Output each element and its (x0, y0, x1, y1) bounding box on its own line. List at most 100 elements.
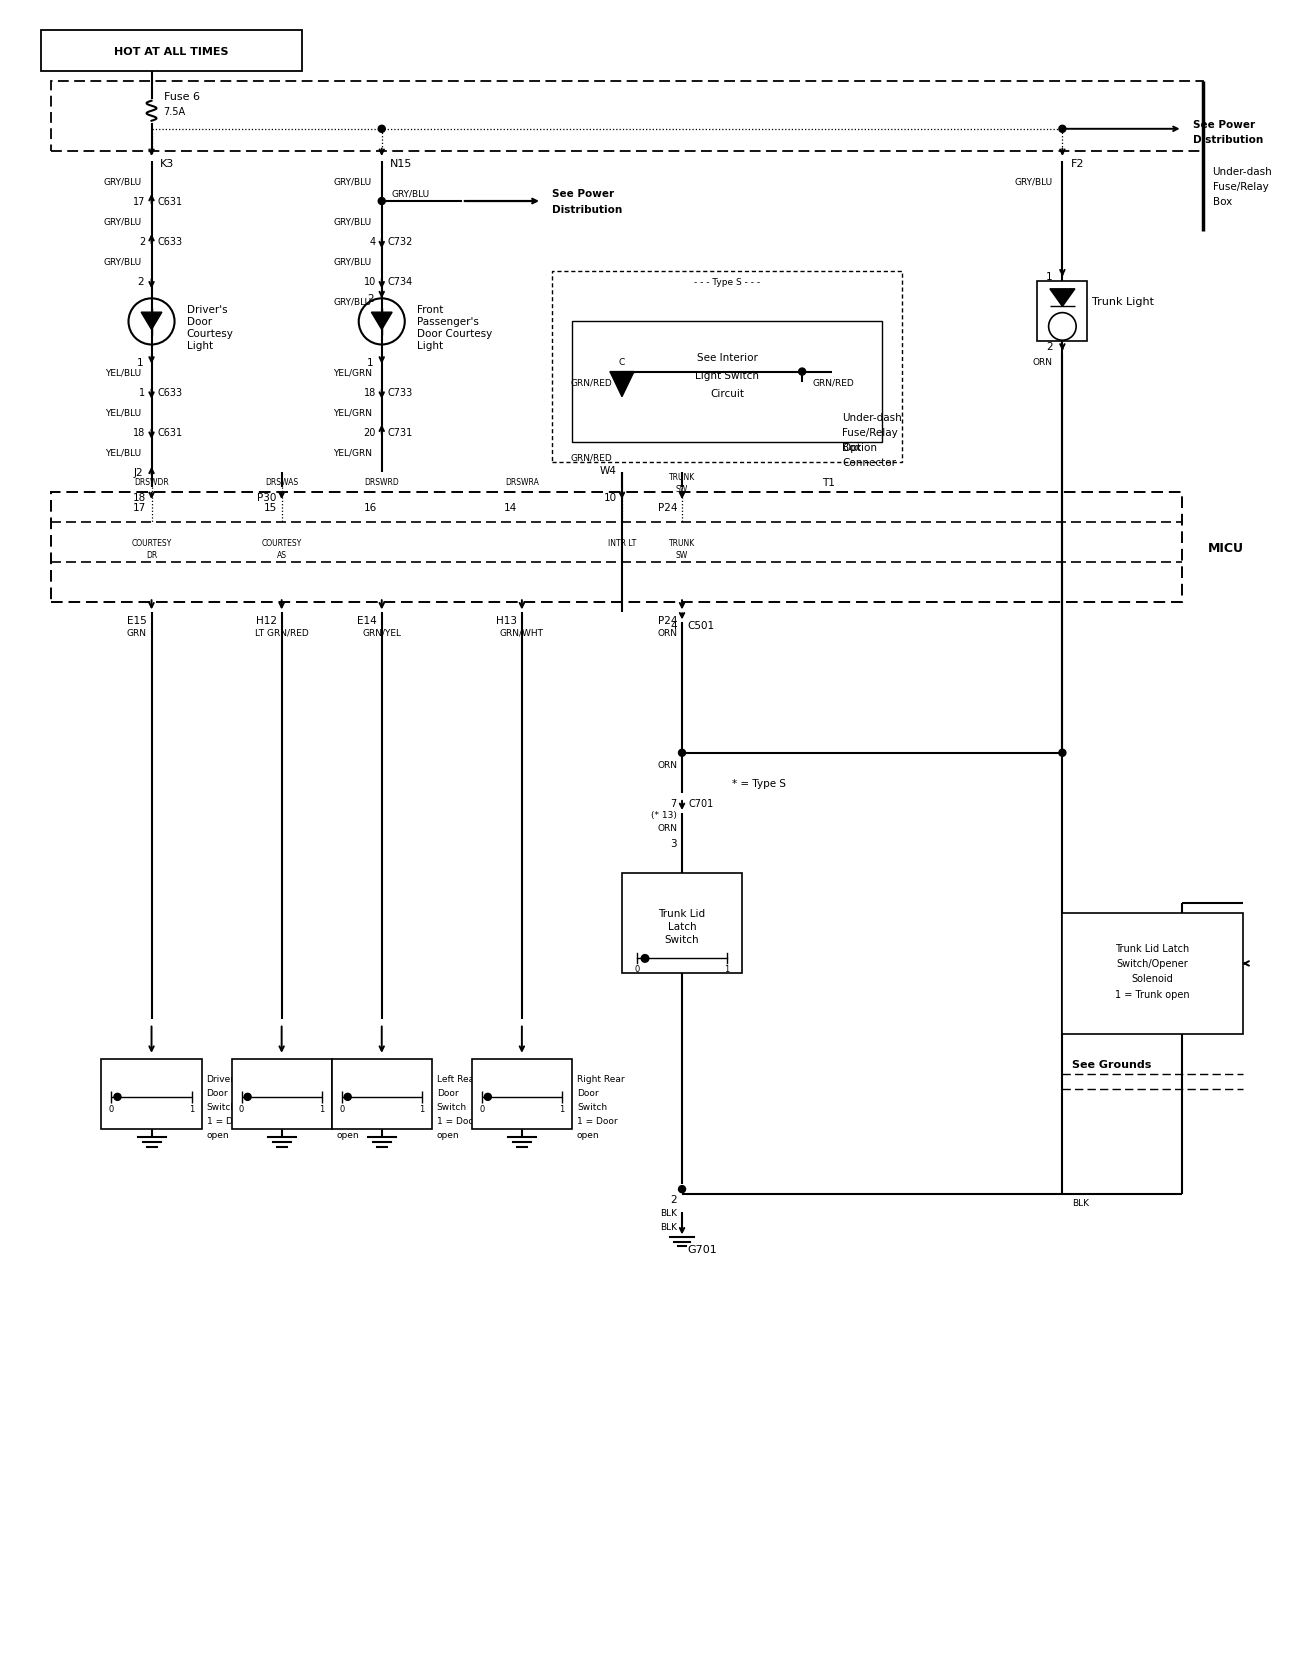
Text: COURTESY: COURTESY (132, 539, 172, 547)
Text: GRN/RED: GRN/RED (570, 378, 612, 386)
FancyBboxPatch shape (472, 1059, 572, 1130)
Text: 2: 2 (670, 1195, 677, 1205)
Text: Right Rear: Right Rear (576, 1075, 625, 1084)
Text: GRY/BLU: GRY/BLU (334, 257, 372, 267)
Text: P24: P24 (657, 502, 677, 512)
Text: SW: SW (675, 486, 689, 494)
Text: Trunk Light: Trunk Light (1093, 297, 1154, 307)
Text: open: open (336, 1130, 360, 1140)
Text: Passenger's: Passenger's (336, 1089, 390, 1097)
Text: 4: 4 (369, 237, 376, 247)
Circle shape (378, 126, 385, 133)
FancyBboxPatch shape (622, 873, 742, 974)
Text: GRY/BLU: GRY/BLU (334, 217, 372, 227)
Text: 3: 3 (670, 838, 677, 848)
Text: 10: 10 (604, 492, 617, 502)
Circle shape (484, 1094, 492, 1100)
Polygon shape (141, 313, 162, 330)
Text: 15: 15 (263, 502, 276, 512)
Text: DR: DR (146, 550, 158, 560)
FancyBboxPatch shape (102, 1059, 202, 1130)
Text: 16: 16 (364, 502, 377, 512)
Text: Trunk Lid: Trunk Lid (659, 908, 705, 918)
Text: 2: 2 (1046, 343, 1052, 353)
Text: 14: 14 (503, 502, 516, 512)
Text: 0: 0 (108, 1105, 115, 1114)
Text: GRY/BLU: GRY/BLU (103, 177, 142, 186)
Text: ORN: ORN (1033, 358, 1052, 366)
Text: Light: Light (417, 341, 443, 351)
Text: GRY/BLU: GRY/BLU (391, 189, 430, 199)
Text: Distribution: Distribution (1192, 134, 1262, 144)
Text: GRN/WHT: GRN/WHT (499, 628, 544, 638)
Text: GRY/BLU: GRY/BLU (103, 217, 142, 227)
Text: 0: 0 (339, 1105, 344, 1114)
Text: J2: J2 (134, 467, 143, 477)
Text: SW: SW (675, 550, 689, 560)
Text: 2: 2 (137, 277, 143, 287)
Text: 1: 1 (368, 358, 374, 368)
Text: 0: 0 (634, 964, 639, 973)
Text: * = Type S: * = Type S (732, 779, 786, 789)
FancyBboxPatch shape (331, 1059, 432, 1130)
Text: Trunk Lid Latch: Trunk Lid Latch (1115, 944, 1189, 954)
Text: F2: F2 (1071, 159, 1084, 169)
Text: Under-dash: Under-dash (842, 413, 902, 423)
Text: Solenoid: Solenoid (1132, 974, 1174, 984)
Text: - - - Type S - - -: - - - Type S - - - (694, 278, 760, 287)
Text: 0: 0 (479, 1105, 485, 1114)
Text: YEL/GRN: YEL/GRN (333, 368, 372, 376)
Text: TRUNK: TRUNK (669, 539, 695, 547)
Text: H12: H12 (256, 616, 276, 626)
Text: 1 = Door: 1 = Door (437, 1117, 477, 1125)
Polygon shape (372, 313, 393, 330)
FancyBboxPatch shape (1063, 913, 1243, 1034)
Text: Door Courtesy: Door Courtesy (417, 330, 492, 340)
Text: 7: 7 (670, 799, 675, 809)
Text: Switch/Opener: Switch/Opener (1116, 959, 1188, 969)
Text: Distribution: Distribution (552, 205, 622, 215)
Text: See Power: See Power (552, 189, 614, 199)
Text: 1: 1 (189, 1105, 194, 1114)
Text: H13: H13 (496, 616, 516, 626)
Text: DRSWDR: DRSWDR (134, 479, 170, 487)
Text: Latch: Latch (668, 921, 696, 931)
Polygon shape (610, 373, 634, 398)
Text: ORN: ORN (657, 761, 677, 771)
Text: 2: 2 (368, 295, 374, 305)
Text: GRY/BLU: GRY/BLU (103, 257, 142, 267)
Text: T1: T1 (822, 477, 835, 487)
Text: GRY/BLU: GRY/BLU (334, 298, 372, 307)
Text: 18: 18 (364, 388, 376, 398)
Text: 1 = Trunk open: 1 = Trunk open (1115, 989, 1189, 999)
Text: 1: 1 (137, 358, 143, 368)
FancyBboxPatch shape (572, 321, 883, 442)
FancyBboxPatch shape (552, 272, 902, 462)
Text: Door: Door (186, 316, 211, 326)
Circle shape (678, 1186, 686, 1193)
Text: 1 = Door: 1 = Door (206, 1117, 248, 1125)
Text: Switch: Switch (576, 1102, 608, 1112)
Text: Light: Light (186, 341, 213, 351)
Text: N15: N15 (390, 159, 412, 169)
Text: GRY/BLU: GRY/BLU (334, 177, 372, 186)
Text: 1: 1 (725, 964, 730, 973)
Text: Fuse/Relay: Fuse/Relay (1213, 182, 1269, 192)
Text: C733: C733 (387, 388, 413, 398)
Text: E14: E14 (357, 616, 377, 626)
Circle shape (244, 1094, 252, 1100)
Text: Door Switch: Door Switch (336, 1102, 391, 1112)
Text: Driver's: Driver's (186, 305, 227, 315)
Text: C734: C734 (387, 277, 413, 287)
Text: Connector: Connector (842, 457, 896, 467)
Text: Switch: Switch (206, 1102, 237, 1112)
Text: ORN: ORN (657, 628, 677, 638)
Text: DRSWRA: DRSWRA (505, 479, 539, 487)
Text: 1: 1 (140, 388, 146, 398)
Text: MICU: MICU (1208, 542, 1244, 555)
Text: C731: C731 (387, 428, 413, 437)
Text: 18: 18 (133, 428, 146, 437)
Text: DRSWAS: DRSWAS (265, 479, 299, 487)
Text: YEL/BLU: YEL/BLU (106, 408, 142, 418)
Text: open: open (206, 1130, 230, 1140)
